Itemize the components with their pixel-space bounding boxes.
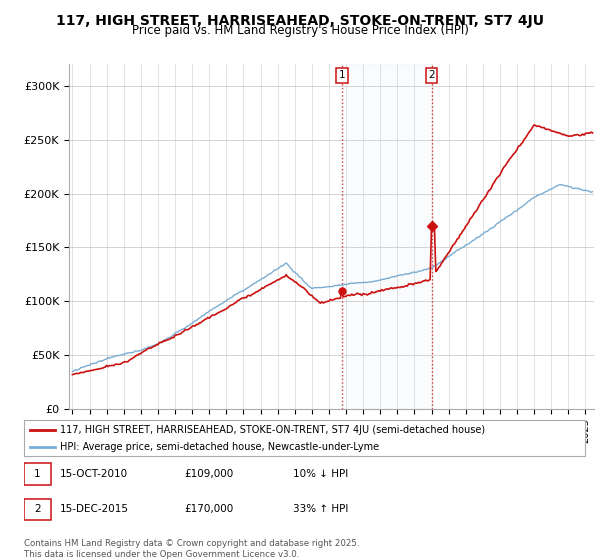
Text: HPI: Average price, semi-detached house, Newcastle-under-Lyme: HPI: Average price, semi-detached house,… (61, 442, 380, 452)
Text: 2: 2 (34, 505, 41, 515)
Text: 117, HIGH STREET, HARRISEAHEAD, STOKE-ON-TRENT, ST7 4JU (semi-detached house): 117, HIGH STREET, HARRISEAHEAD, STOKE-ON… (61, 425, 485, 435)
Text: 10% ↓ HPI: 10% ↓ HPI (293, 469, 349, 479)
Text: 15-OCT-2010: 15-OCT-2010 (59, 469, 127, 479)
Text: 1: 1 (34, 469, 41, 479)
Text: £170,000: £170,000 (184, 505, 233, 515)
Text: 1: 1 (338, 70, 345, 80)
Text: Contains HM Land Registry data © Crown copyright and database right 2025.
This d: Contains HM Land Registry data © Crown c… (24, 539, 359, 559)
Text: Price paid vs. HM Land Registry's House Price Index (HPI): Price paid vs. HM Land Registry's House … (131, 24, 469, 37)
FancyBboxPatch shape (24, 499, 51, 520)
Text: £109,000: £109,000 (184, 469, 233, 479)
FancyBboxPatch shape (24, 463, 51, 484)
Bar (342, 64, 431, 409)
Text: 2: 2 (428, 70, 435, 80)
Text: 117, HIGH STREET, HARRISEAHEAD, STOKE-ON-TRENT, ST7 4JU: 117, HIGH STREET, HARRISEAHEAD, STOKE-ON… (56, 14, 544, 28)
Text: 15-DEC-2015: 15-DEC-2015 (59, 505, 128, 515)
Text: 33% ↑ HPI: 33% ↑ HPI (293, 505, 349, 515)
